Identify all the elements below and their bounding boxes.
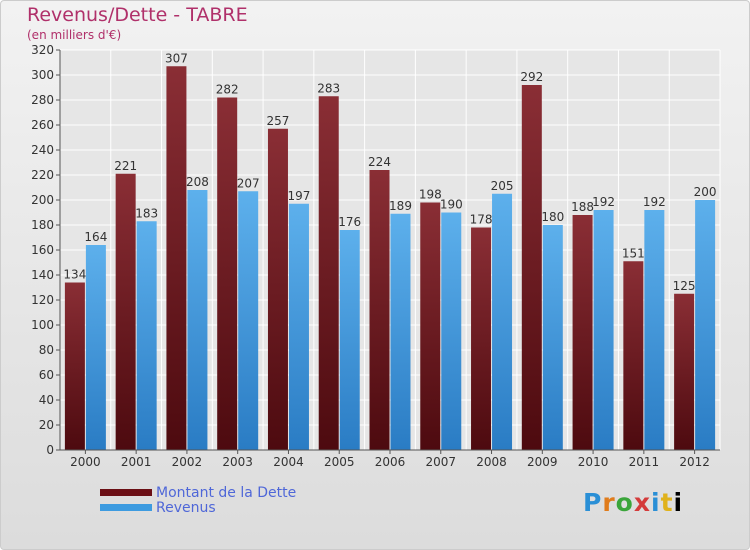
legend-swatch-dette: [100, 489, 152, 496]
proxiti-logo: Proxiti: [583, 488, 684, 517]
data-label-revenus: 176: [338, 215, 361, 229]
bar-revenus: [695, 200, 716, 450]
bar-revenus: [441, 212, 462, 450]
data-label-dette: 151: [622, 246, 645, 260]
bar-revenus: [238, 191, 259, 450]
y-tick-label: 180: [31, 218, 54, 232]
y-tick-label: 160: [31, 243, 54, 257]
bar-dette: [471, 227, 492, 450]
legend-label-dette: Montant de la Dette: [156, 485, 297, 501]
bar-dette: [318, 96, 339, 450]
bar-revenus: [339, 230, 360, 450]
data-label-dette: 198: [419, 188, 442, 202]
data-label-revenus: 192: [643, 195, 666, 209]
data-label-revenus: 197: [288, 189, 311, 203]
x-tick-label: 2002: [172, 455, 203, 469]
bar-dette: [420, 202, 441, 450]
data-label-revenus: 205: [491, 179, 514, 193]
bar-revenus: [492, 193, 513, 450]
bar-dette: [217, 97, 238, 450]
legend-swatch-revenus: [100, 504, 152, 511]
bar-dette: [572, 215, 593, 450]
bar-dette: [674, 293, 695, 450]
y-tick-label: 200: [31, 193, 54, 207]
bar-revenus: [593, 210, 614, 450]
x-tick-label: 2001: [121, 455, 152, 469]
data-label-dette: 178: [470, 213, 493, 227]
data-label-dette: 292: [520, 70, 543, 84]
bar-revenus: [187, 190, 208, 450]
data-label-revenus: 190: [440, 198, 463, 212]
data-label-dette: 283: [317, 81, 340, 95]
data-label-dette: 134: [63, 268, 86, 282]
bar-revenus: [390, 213, 411, 450]
y-tick-label: 20: [39, 418, 54, 432]
x-tick-label: 2003: [222, 455, 253, 469]
y-tick-label: 260: [31, 118, 54, 132]
data-label-revenus: 207: [237, 176, 260, 190]
y-tick-label: 300: [31, 68, 54, 82]
data-label-revenus: 164: [84, 230, 107, 244]
y-tick-label: 240: [31, 143, 54, 157]
data-label-dette: 188: [571, 200, 594, 214]
bar-dette: [521, 85, 542, 450]
bar-revenus: [85, 245, 106, 450]
x-tick-label: 2007: [425, 455, 456, 469]
x-tick-label: 2006: [375, 455, 406, 469]
data-label-dette: 221: [114, 159, 137, 173]
y-tick-label: 60: [39, 368, 54, 382]
x-tick-label: 2012: [679, 455, 710, 469]
data-label-revenus: 208: [186, 175, 209, 189]
bar-revenus: [136, 221, 157, 450]
bar-dette: [64, 282, 85, 450]
data-label-dette: 257: [267, 114, 290, 128]
data-label-dette: 307: [165, 51, 188, 65]
bar-dette: [115, 173, 136, 450]
bar-dette: [623, 261, 644, 450]
bar-revenus: [288, 203, 309, 450]
legend-label-revenus: Revenus: [156, 500, 216, 516]
data-label-dette: 224: [368, 155, 391, 169]
data-label-dette: 125: [673, 279, 696, 293]
data-label-revenus: 180: [541, 210, 564, 224]
y-tick-label: 140: [31, 268, 54, 282]
x-tick-label: 2010: [578, 455, 609, 469]
x-tick-label: 2011: [629, 455, 660, 469]
data-label-revenus: 192: [592, 195, 615, 209]
x-tick-label: 2000: [70, 455, 101, 469]
bar-dette: [166, 66, 187, 450]
data-label-dette: 282: [216, 83, 239, 97]
x-tick-label: 2004: [273, 455, 304, 469]
y-tick-label: 220: [31, 168, 54, 182]
x-tick-label: 2008: [476, 455, 507, 469]
data-label-revenus: 183: [135, 206, 158, 220]
y-tick-label: 120: [31, 293, 54, 307]
bar-revenus: [644, 210, 665, 450]
y-tick-label: 40: [39, 393, 54, 407]
data-label-revenus: 189: [389, 199, 412, 213]
x-tick-label: 2009: [527, 455, 558, 469]
chart-title: Revenus/Dette - TABRE: [27, 4, 248, 26]
bar-revenus: [542, 225, 563, 450]
chart-subtitle: (en milliers d'€): [27, 28, 122, 42]
y-tick-label: 280: [31, 93, 54, 107]
y-tick-label: 80: [39, 343, 54, 357]
y-tick-label: 320: [31, 43, 54, 57]
x-tick-label: 2005: [324, 455, 355, 469]
data-label-revenus: 200: [694, 185, 717, 199]
bar-dette: [369, 170, 390, 450]
y-tick-label: 0: [46, 443, 54, 457]
y-tick-label: 100: [31, 318, 54, 332]
bar-dette: [267, 128, 288, 450]
